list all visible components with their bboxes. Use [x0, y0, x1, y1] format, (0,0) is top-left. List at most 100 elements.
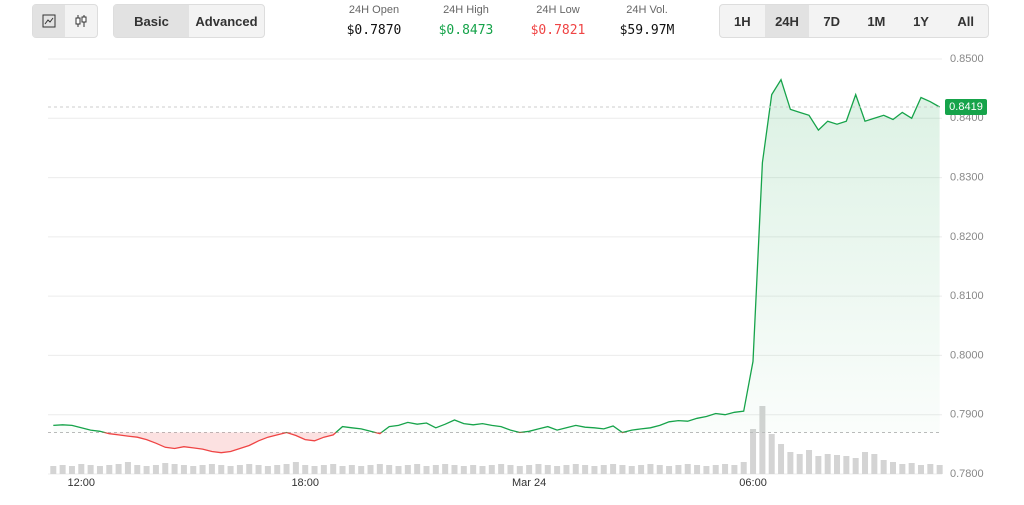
stat-label: 24H Open	[348, 4, 400, 16]
volume-bar	[516, 466, 523, 474]
volume-bar	[908, 463, 915, 474]
timeframe-tab[interactable]: All	[957, 13, 974, 29]
line-icon	[42, 14, 56, 28]
timeframe-tab[interactable]: 24H	[764, 5, 810, 37]
volume-bar	[227, 466, 234, 474]
volume-bar	[96, 466, 103, 474]
mode-tab[interactable]: Advanced	[195, 13, 258, 29]
volume-bar	[152, 465, 159, 474]
stat: 24H Vol. $59.97M	[602, 4, 692, 38]
volume-bar	[731, 465, 738, 474]
volume-bar	[264, 466, 271, 474]
timeframe-tab[interactable]: 1M	[867, 13, 886, 29]
volume-bar	[78, 464, 85, 474]
volume-bar	[759, 406, 766, 474]
stat-label: 24H Low	[536, 4, 580, 16]
volume-bar	[768, 434, 775, 474]
volume-bar	[871, 454, 878, 474]
view-toggle	[32, 4, 98, 38]
stat-value: $0.7870	[346, 23, 402, 38]
stat-value: $0.7821	[530, 23, 586, 38]
volume-bar	[824, 454, 831, 474]
stat-value: $0.8473	[438, 23, 494, 38]
volume-bar	[526, 465, 533, 474]
mode-tabs: Basic Advanced	[113, 4, 265, 38]
stat-label: 24H Vol.	[626, 4, 668, 16]
volume-bar	[507, 465, 514, 474]
volume-bar	[367, 465, 374, 474]
volume-bar	[890, 462, 896, 474]
volume-bar	[815, 456, 822, 474]
area	[53, 79, 940, 453]
volume-bar	[666, 466, 673, 474]
volume-bar	[180, 465, 187, 474]
volume-bar	[255, 465, 262, 474]
last-price-box	[945, 99, 987, 116]
y-tick-label: 0.8500	[950, 53, 984, 65]
volume-bar	[460, 466, 467, 474]
volume-bar	[432, 465, 439, 474]
volume-bar	[311, 466, 318, 474]
volume-bar	[675, 465, 682, 474]
volume-bar	[852, 458, 859, 474]
y-tick-label: 0.7800	[950, 468, 984, 480]
x-tick-label: Mar 24	[512, 477, 546, 489]
volume-bar	[386, 465, 393, 474]
volume-bar	[236, 465, 243, 474]
timeframe-tab[interactable]: 1H	[734, 13, 751, 29]
volume-bar	[339, 466, 346, 474]
volume-bar	[50, 466, 57, 474]
volume-bar	[68, 466, 75, 474]
volume-bar	[591, 466, 598, 474]
volume-bar	[190, 466, 197, 474]
volume-bar	[115, 464, 122, 474]
timeframe-tab[interactable]: 7D	[823, 13, 840, 29]
y-tick-label: 0.8300	[950, 171, 984, 183]
volume-bar	[722, 464, 729, 474]
volume-bar	[423, 466, 430, 474]
volume-bar	[684, 464, 691, 474]
volume-bar	[143, 466, 150, 474]
candle-view-button[interactable]	[65, 5, 97, 37]
volume-bar	[834, 455, 841, 474]
volume-bar	[694, 465, 701, 474]
volume-bar	[488, 465, 495, 474]
volume-bar	[703, 466, 710, 474]
volume-bar	[750, 429, 757, 474]
volume-bar	[302, 465, 309, 474]
volume-bar	[162, 463, 169, 474]
volume-bar	[619, 465, 626, 474]
volume-bar	[572, 464, 579, 474]
y-tick-label: 0.8200	[950, 231, 984, 243]
volume-bar	[376, 464, 383, 474]
x-tick-label: 18:00	[291, 477, 319, 489]
x-tick-label: 12:00	[68, 477, 96, 489]
volume-bar	[414, 464, 421, 474]
line-view-button[interactable]	[33, 5, 65, 37]
y-tick-label: 0.8400	[950, 112, 984, 124]
volume-bar	[610, 464, 617, 474]
volume-bar	[274, 465, 281, 474]
volume-bar	[246, 464, 253, 474]
mode-tab[interactable]: Basic	[114, 5, 189, 37]
volume-bar	[470, 465, 477, 474]
y-tick-label: 0.7900	[950, 409, 984, 421]
volume-bar	[348, 465, 355, 474]
volume-bar	[208, 464, 215, 474]
volume-bar	[218, 465, 225, 474]
volume-bar	[358, 466, 365, 474]
timeframe-tab[interactable]: 1Y	[913, 13, 929, 29]
volume-bar	[647, 464, 654, 474]
volume-bar	[87, 465, 94, 474]
volume-bar	[936, 465, 943, 474]
volume-bar	[899, 464, 906, 474]
volume-bar	[638, 465, 645, 474]
volume-bar	[320, 465, 327, 474]
stat: 24H Low $0.7821	[513, 4, 603, 38]
volume-bar	[862, 452, 869, 474]
volume-bar	[134, 465, 141, 474]
stat: 24H Open $0.7870	[329, 4, 419, 38]
volume-bar	[283, 464, 290, 474]
volume-bar	[843, 456, 850, 474]
